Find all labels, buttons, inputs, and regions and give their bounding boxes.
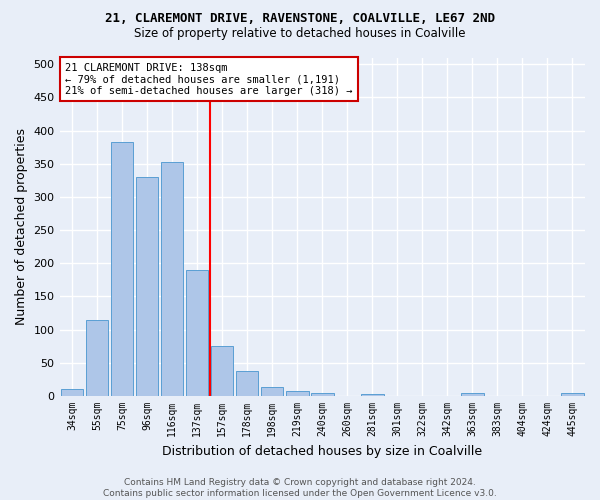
Text: Contains HM Land Registry data © Crown copyright and database right 2024.
Contai: Contains HM Land Registry data © Crown c…	[103, 478, 497, 498]
Bar	[361, 394, 383, 396]
Bar	[261, 388, 283, 396]
Bar	[136, 177, 158, 396]
Text: Size of property relative to detached houses in Coalville: Size of property relative to detached ho…	[134, 28, 466, 40]
Bar	[286, 390, 308, 396]
Bar	[161, 162, 184, 396]
Text: 21, CLAREMONT DRIVE, RAVENSTONE, COALVILLE, LE67 2ND: 21, CLAREMONT DRIVE, RAVENSTONE, COALVIL…	[105, 12, 495, 26]
Bar	[111, 142, 133, 396]
Bar	[86, 320, 109, 396]
Bar	[461, 394, 484, 396]
Bar	[61, 389, 83, 396]
Text: 21 CLAREMONT DRIVE: 138sqm
← 79% of detached houses are smaller (1,191)
21% of s: 21 CLAREMONT DRIVE: 138sqm ← 79% of deta…	[65, 62, 352, 96]
Bar	[186, 270, 208, 396]
Bar	[561, 394, 584, 396]
Bar	[236, 371, 259, 396]
Bar	[311, 394, 334, 396]
Y-axis label: Number of detached properties: Number of detached properties	[15, 128, 28, 326]
Bar	[211, 346, 233, 396]
X-axis label: Distribution of detached houses by size in Coalville: Distribution of detached houses by size …	[162, 444, 482, 458]
